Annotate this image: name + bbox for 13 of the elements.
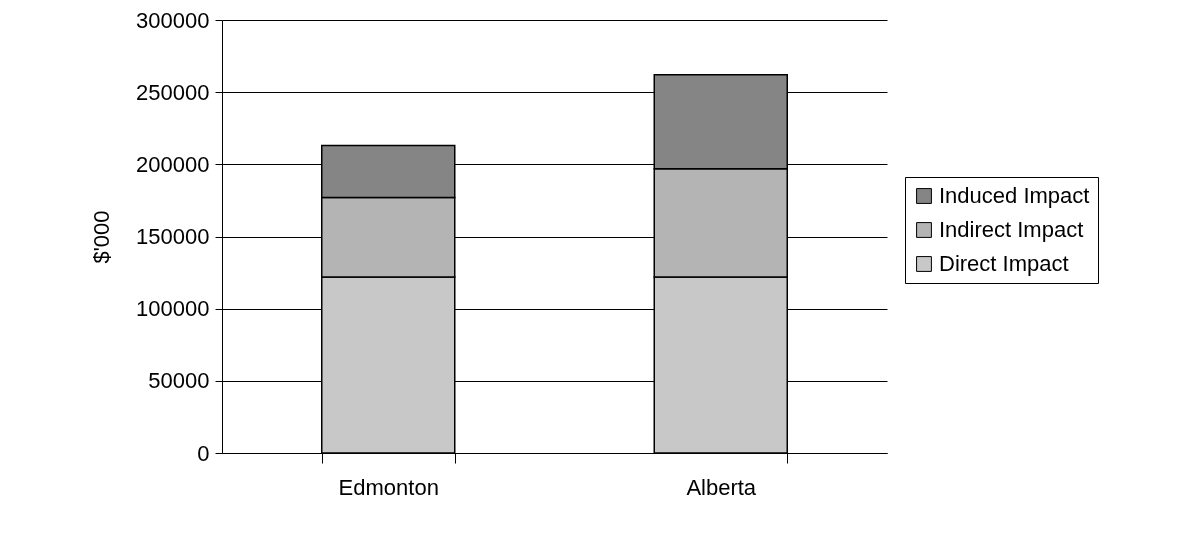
legend-label: Indirect Impact [939, 217, 1084, 242]
y-tick-label: 150000 [136, 224, 210, 249]
y-tick-label: 100000 [136, 296, 210, 322]
legend-label: Direct Impact [939, 251, 1069, 276]
y-tick-label: 250000 [136, 79, 210, 105]
y-tick-label: 50000 [148, 368, 210, 394]
legend-label: Induced Impact [939, 183, 1090, 208]
y-axis-title: $'000 [89, 210, 115, 264]
x-tick-label: Alberta [686, 474, 757, 500]
x-tick-label: Edmonton [338, 474, 439, 500]
y-tick-label: 300000 [136, 7, 210, 33]
y-tick-label: 0 [197, 440, 210, 466]
y-tick-label: 200000 [136, 151, 210, 177]
